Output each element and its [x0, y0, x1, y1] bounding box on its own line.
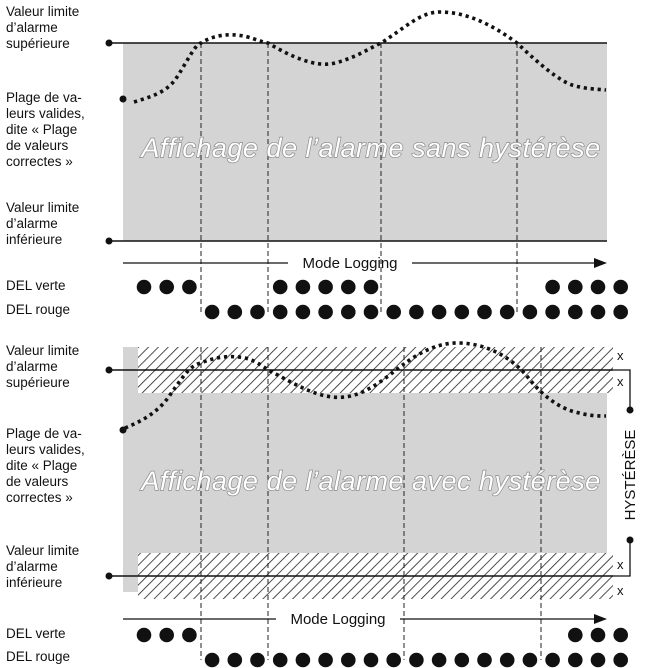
led-green-dot — [590, 627, 606, 643]
led-red-dot — [499, 652, 515, 668]
led-red-dot — [454, 304, 470, 320]
led-red-dot — [522, 652, 538, 668]
bottom-upper-limit-label: Valeur limite d’alarme supérieure — [6, 343, 80, 390]
top-valid-range-label: Plage de va- leurs valides, dite « Plage… — [6, 90, 85, 169]
top-upper-limit-label: Valeur limite d’alarme supérieure — [6, 4, 80, 51]
led-red-dot — [250, 652, 265, 668]
bottom-mode-label: Mode Logging — [290, 611, 385, 628]
hysteresis-label: HYSTÉRÈSE — [622, 430, 639, 521]
top-red-led-row — [204, 304, 628, 320]
led-red-dot — [363, 652, 379, 668]
top-mode-arrow — [123, 258, 607, 268]
bottom-mode-arrow — [123, 614, 607, 624]
top-lower-limit-label: Valeur limite d’alarme inférieure — [6, 200, 80, 247]
led-red-dot — [590, 652, 606, 668]
bottom-transition-lines — [200, 347, 542, 660]
led-red-dot — [454, 652, 470, 668]
led-red-dot — [431, 652, 447, 668]
led-red-dot — [272, 304, 288, 320]
top-lower-limit-dot — [105, 237, 113, 245]
led-green-dot — [341, 279, 356, 295]
led-red-dot — [522, 304, 538, 320]
top-led-green-label: DEL verte — [6, 278, 66, 293]
led-green-dot — [136, 279, 152, 295]
led-red-dot — [386, 304, 402, 320]
led-red-dot — [545, 304, 560, 320]
led-red-dot — [568, 652, 583, 668]
led-green-dot — [318, 279, 333, 295]
led-red-dot — [341, 304, 356, 320]
hysteresis-bracket — [613, 369, 631, 577]
bottom-red-led-row — [204, 652, 628, 668]
led-red-dot — [409, 304, 424, 320]
x-label-upper-2: x — [617, 374, 624, 389]
top-title: Affichage de l’alarme sans hystérèse — [139, 133, 600, 163]
led-red-dot — [409, 652, 424, 668]
led-red-dot — [590, 304, 606, 320]
led-red-dot — [227, 304, 243, 320]
led-green-dot — [613, 627, 628, 643]
led-red-dot — [386, 652, 402, 668]
top-mode-label: Mode Logging — [302, 255, 397, 272]
led-green-dot — [545, 279, 560, 295]
bottom-green-led-row — [136, 627, 628, 643]
led-red-dot — [477, 652, 492, 668]
led-red-dot — [250, 304, 265, 320]
bottom-panel: Affichage de l’alarme avec hystérèse x x… — [105, 341, 639, 668]
led-green-dot — [295, 279, 311, 295]
bottom-lower-limit-dot — [105, 572, 113, 580]
top-transition-lines — [200, 43, 518, 315]
led-red-dot — [295, 304, 311, 320]
x-label-lower-1: x — [617, 557, 624, 572]
led-red-dot — [613, 304, 628, 320]
led-red-dot — [204, 304, 220, 320]
led-green-dot — [613, 279, 628, 295]
led-green-dot — [159, 627, 174, 643]
bottom-led-red-label: DEL rouge — [6, 649, 71, 664]
led-green-dot — [182, 279, 197, 295]
led-red-dot — [318, 304, 333, 320]
x-label-upper-1: x — [617, 348, 624, 363]
bottom-valid-range-label: Plage de va- leurs valides, dite « Plage… — [6, 426, 85, 505]
top-valid-range-dot — [119, 95, 127, 103]
hysteresis-bracket-top-dot — [626, 406, 634, 414]
led-red-dot — [204, 652, 220, 668]
led-red-dot — [545, 652, 560, 668]
led-green-dot — [136, 627, 152, 643]
led-red-dot — [295, 652, 311, 668]
bottom-upper-limit-dot — [105, 366, 113, 374]
led-green-dot — [272, 279, 288, 295]
led-red-dot — [568, 304, 583, 320]
led-green-dot — [568, 627, 583, 643]
top-green-led-row — [136, 279, 628, 295]
led-red-dot — [431, 304, 447, 320]
led-red-dot — [613, 652, 628, 668]
top-panel: Affichage de l’alarme sans hystérèse Mod… — [105, 10, 628, 320]
led-red-dot — [477, 304, 492, 320]
hysteresis-bracket-bottom-dot — [626, 536, 634, 544]
top-led-red-label: DEL rouge — [6, 302, 71, 317]
bottom-lower-limit-label: Valeur limite d’alarme inférieure — [6, 543, 80, 590]
x-label-lower-2: x — [617, 583, 624, 598]
led-red-dot — [499, 304, 515, 320]
led-green-dot — [363, 279, 379, 295]
led-green-dot — [182, 627, 197, 643]
led-red-dot — [272, 652, 288, 668]
led-green-dot — [159, 279, 174, 295]
top-upper-limit-dot — [105, 39, 113, 47]
bottom-led-green-label: DEL verte — [6, 626, 66, 641]
led-red-dot — [341, 652, 356, 668]
bottom-valid-range-dot — [119, 426, 127, 434]
led-green-dot — [568, 279, 583, 295]
top-plot-area — [123, 43, 607, 241]
led-red-dot — [363, 304, 379, 320]
led-red-dot — [318, 652, 333, 668]
bottom-title: Affichage de l’alarme avec hystérèse — [139, 466, 600, 496]
led-green-dot — [590, 279, 606, 295]
led-red-dot — [227, 652, 243, 668]
